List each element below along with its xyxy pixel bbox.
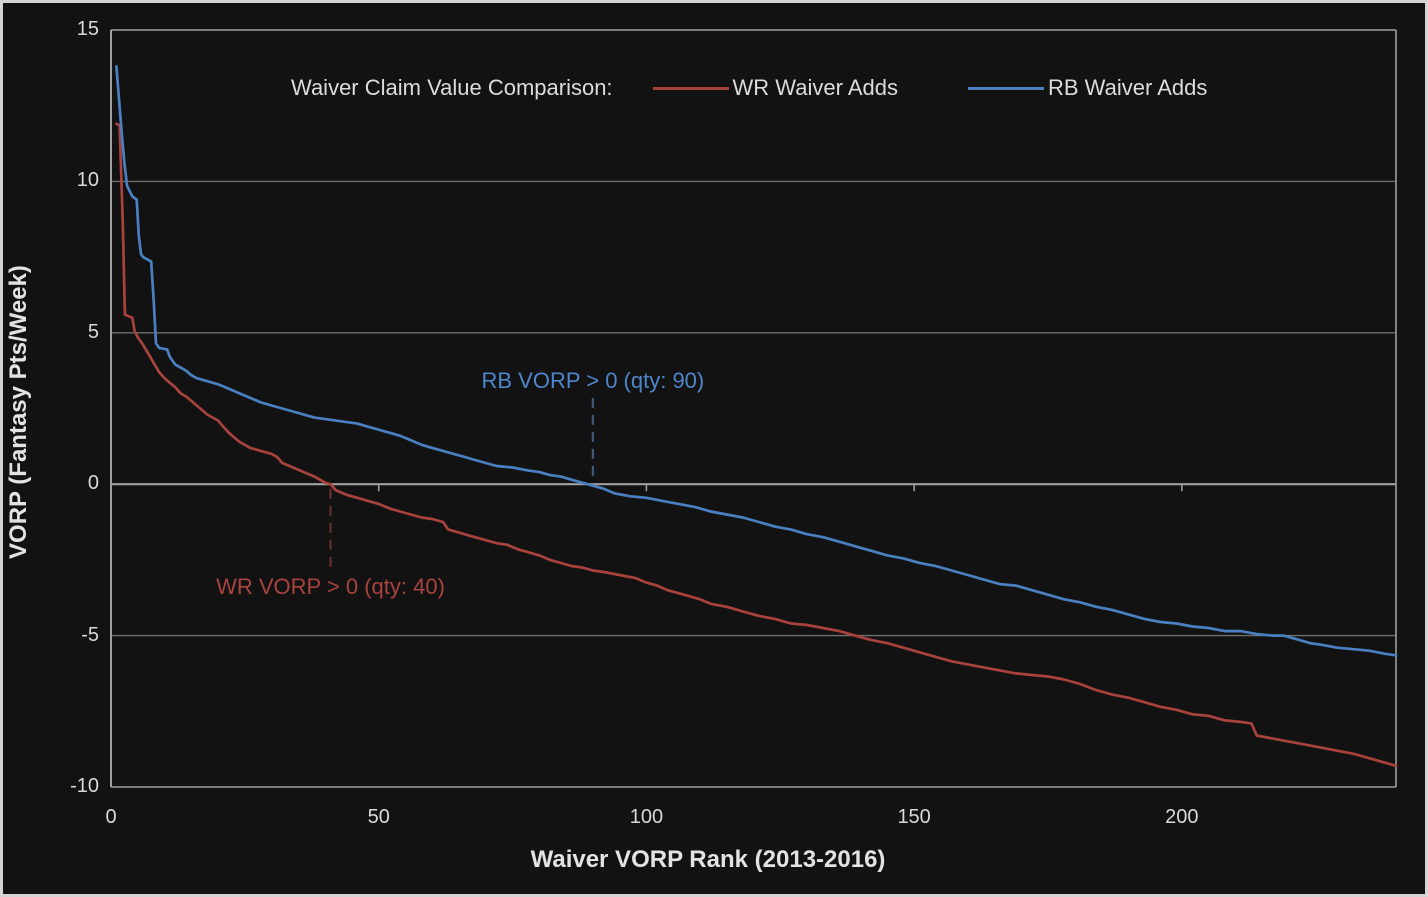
legend-item-rb: RB Waiver Adds bbox=[968, 75, 1207, 101]
x-axis-title: Waiver VORP Rank (2013-2016) bbox=[530, 846, 886, 873]
wr-zero-cross-annotation: WR VORP > 0 (qty: 40) bbox=[216, 574, 445, 600]
legend-title: Waiver Claim Value Comparison: bbox=[291, 75, 613, 100]
legend-item-wr: WR Waiver Adds bbox=[652, 75, 898, 101]
y-tick-label-10: 10 bbox=[76, 169, 99, 192]
x-tick-label-100: 100 bbox=[629, 806, 664, 828]
rb-legend-line-swatch bbox=[968, 86, 1044, 90]
x-tick-label-150: 150 bbox=[897, 806, 931, 828]
plot-area bbox=[110, 29, 1398, 788]
chart-legend: Waiver Claim Value Comparison: WR Waiver… bbox=[291, 75, 1207, 101]
x-tick-label-50: 50 bbox=[367, 806, 390, 828]
y-tick-label-15: 15 bbox=[76, 18, 99, 40]
y-axis-title: VORP (Fantasy Pts/Week) bbox=[5, 265, 32, 559]
x-tick-label-200: 200 bbox=[1165, 806, 1199, 828]
rb-legend-label: RB Waiver Adds bbox=[1048, 75, 1208, 100]
wr-series-line bbox=[115, 122, 1398, 768]
y-tick-label--10: -10 bbox=[70, 775, 99, 797]
rb-series-line bbox=[115, 64, 1398, 657]
y-tick-label-5: 5 bbox=[87, 320, 99, 343]
y-tick-label-0: 0 bbox=[87, 472, 99, 495]
wr-legend-label: WR Waiver Adds bbox=[732, 75, 898, 100]
x-tick-label-0: 0 bbox=[105, 806, 117, 828]
wr-legend-line-swatch bbox=[652, 86, 729, 90]
y-tick-label--5: -5 bbox=[81, 623, 99, 646]
rb-zero-cross-annotation: RB VORP > 0 (qty: 90) bbox=[481, 368, 705, 394]
